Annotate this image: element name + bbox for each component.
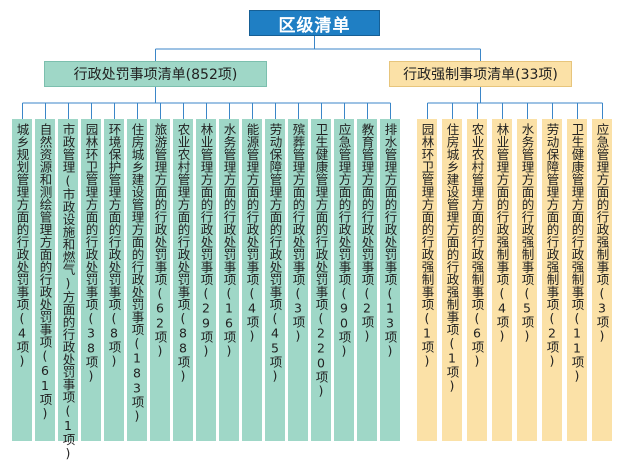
penalty-item-label: 应急管理方面的行政处罚事项(90项) xyxy=(336,123,352,358)
enforcement-item-label: 住房城乡建设管理方面的行政强制事项(1项) xyxy=(444,123,460,393)
penalty-item-label: 林业管理方面的行政处罚事项(29项) xyxy=(198,123,214,358)
penalty-item: 环境保护管理方面的行政处罚事项(8项) xyxy=(104,119,124,441)
penalty-item: 住房城乡建设管理方面的行政处罚事项(183项) xyxy=(127,119,147,441)
penalty-category: 行政处罚事项清单(852项) xyxy=(44,61,267,87)
penalty-item: 市政管理(市政设施和燃气)方面的行政处罚事项(1项) xyxy=(58,119,78,461)
penalty-item-label: 市政管理(市政设施和燃气)方面的行政处罚事项(1项) xyxy=(60,123,76,461)
penalty-item: 自然资源和测绘管理方面的行政处罚事项(61项) xyxy=(35,119,55,441)
enforcement-item-label: 园林环卫管理方面的行政强制事项(1项) xyxy=(419,123,435,368)
enforcement-item-label: 农业农村管理方面的行政强制事项(6项) xyxy=(469,123,485,368)
penalty-item-label: 水务管理方面的行政处罚事项(16项) xyxy=(221,123,237,358)
penalty-item: 劳动保障管理方面的行政处罚事项(45项) xyxy=(265,119,285,441)
org-chart: 区级清单 行政处罚事项清单(852项) 行政强制事项清单(33项) 城乡规划管理… xyxy=(12,10,612,461)
penalty-item-label: 旅游管理方面的行政处罚事项(62项) xyxy=(152,123,168,358)
penalty-item: 教育管理方面的行政处罚事项(2项) xyxy=(357,119,377,441)
penalty-item: 林业管理方面的行政处罚事项(29项) xyxy=(196,119,216,441)
penalty-item-label: 自然资源和测绘管理方面的行政处罚事项(61项) xyxy=(37,123,53,421)
penalty-item-label: 殡葬管理方面的行政处罚事项(3项) xyxy=(290,123,306,343)
enforcement-item: 住房城乡建设管理方面的行政强制事项(1项) xyxy=(442,119,462,441)
enforcement-item-label: 应急管理方面的行政强制事项(3项) xyxy=(594,123,610,343)
penalty-item-label: 教育管理方面的行政处罚事项(2项) xyxy=(359,123,375,343)
penalty-item-label: 住房城乡建设管理方面的行政处罚事项(183项) xyxy=(129,123,145,423)
penalty-item: 卫生健康管理方面的行政处罚事项(220项) xyxy=(311,119,331,441)
enforcement-item: 农业农村管理方面的行政强制事项(6项) xyxy=(467,119,487,441)
enforcement-item: 卫生健康管理方面的行政强制事项(11项) xyxy=(567,119,587,441)
enforcement-item: 水务管理方面的行政强制事项(5项) xyxy=(517,119,537,441)
penalty-item-label: 排水管理方面的行政处罚事项(13项) xyxy=(382,123,398,358)
penalty-item: 园林环卫管理方面的行政处罚事项(38项) xyxy=(81,119,101,441)
enforcement-item: 应急管理方面的行政强制事项(3项) xyxy=(592,119,612,441)
root-title: 区级清单 xyxy=(249,10,380,36)
enforcement-item: 劳动保障管理方面的行政强制事项(2项) xyxy=(542,119,562,441)
penalty-item: 水务管理方面的行政处罚事项(16项) xyxy=(219,119,239,441)
penalty-item: 能源管理方面的行政处罚事项(4项) xyxy=(242,119,262,441)
penalty-item: 旅游管理方面的行政处罚事项(62项) xyxy=(150,119,170,441)
penalty-item-label: 农业农村管理方面的行政处罚事项(88项) xyxy=(175,123,191,383)
enforcement-item-label: 劳动保障管理方面的行政强制事项(2项) xyxy=(544,123,560,368)
enforcement-item: 林业管理方面的行政强制事项(4项) xyxy=(492,119,512,441)
enforcement-category: 行政强制事项清单(33项) xyxy=(389,61,572,87)
penalty-item-label: 环境保护管理方面的行政处罚事项(8项) xyxy=(106,123,122,368)
enforcement-item-label: 水务管理方面的行政强制事项(5项) xyxy=(519,123,535,343)
penalty-item: 应急管理方面的行政处罚事项(90项) xyxy=(334,119,354,441)
connector-lines xyxy=(22,36,603,119)
penalty-item: 殡葬管理方面的行政处罚事项(3项) xyxy=(288,119,308,441)
penalty-item: 排水管理方面的行政处罚事项(13项) xyxy=(380,119,400,441)
enforcement-item-label: 卫生健康管理方面的行政强制事项(11项) xyxy=(569,123,585,383)
penalty-item-label: 城乡规划管理方面的行政处罚事项(4项) xyxy=(14,123,30,368)
penalty-item-label: 能源管理方面的行政处罚事项(4项) xyxy=(244,123,260,343)
enforcement-item-label: 林业管理方面的行政强制事项(4项) xyxy=(494,123,510,343)
penalty-item: 农业农村管理方面的行政处罚事项(88项) xyxy=(173,119,193,441)
penalty-item-label: 劳动保障管理方面的行政处罚事项(45项) xyxy=(267,123,283,383)
penalty-item: 城乡规划管理方面的行政处罚事项(4项) xyxy=(12,119,32,441)
penalty-item-label: 园林环卫管理方面的行政处罚事项(38项) xyxy=(83,123,99,383)
enforcement-item: 园林环卫管理方面的行政强制事项(1项) xyxy=(417,119,437,441)
penalty-item-label: 卫生健康管理方面的行政处罚事项(220项) xyxy=(313,123,329,398)
